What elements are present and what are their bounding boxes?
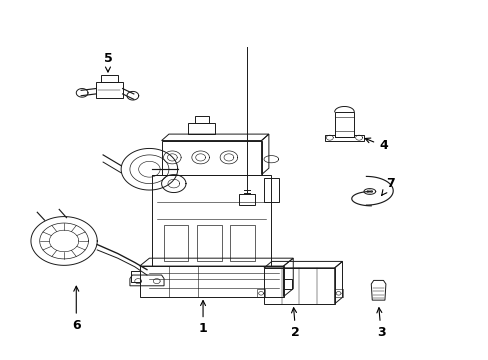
Bar xyxy=(334,289,342,297)
Bar xyxy=(257,289,264,297)
Bar xyxy=(152,175,271,266)
Text: 5: 5 xyxy=(103,51,112,72)
Bar xyxy=(264,268,334,304)
Bar xyxy=(140,266,283,297)
Text: 6: 6 xyxy=(72,286,81,332)
Bar xyxy=(230,225,254,261)
Bar xyxy=(161,140,261,175)
Bar xyxy=(238,194,255,205)
Text: 2: 2 xyxy=(291,308,300,339)
Text: 1: 1 xyxy=(198,301,207,335)
Bar xyxy=(101,75,118,82)
Text: 3: 3 xyxy=(376,308,385,339)
Bar xyxy=(197,225,221,261)
Bar xyxy=(194,116,209,123)
Bar xyxy=(334,112,353,137)
Bar xyxy=(163,225,188,261)
Text: 7: 7 xyxy=(381,177,394,195)
Bar xyxy=(264,178,278,202)
Bar xyxy=(96,82,122,98)
Text: 4: 4 xyxy=(365,138,387,152)
Bar xyxy=(188,123,215,134)
